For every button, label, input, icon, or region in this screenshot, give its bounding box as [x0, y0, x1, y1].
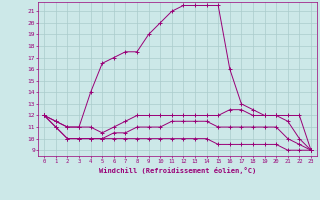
X-axis label: Windchill (Refroidissement éolien,°C): Windchill (Refroidissement éolien,°C) [99, 167, 256, 174]
